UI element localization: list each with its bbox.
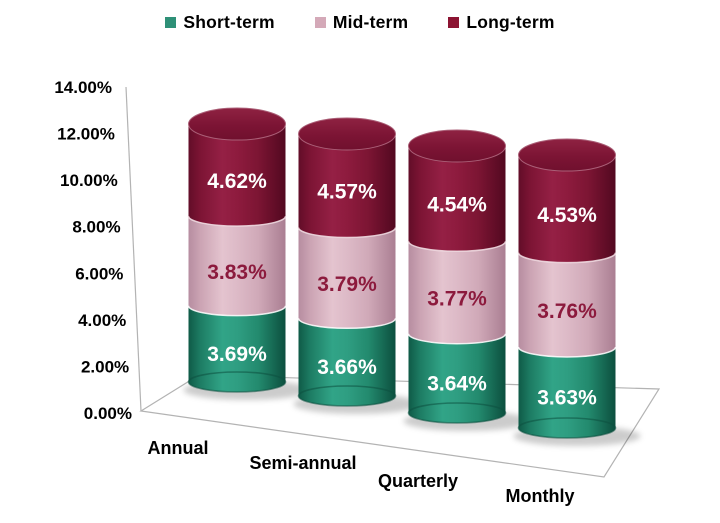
bar-segment-semi-annual-long-term[interactable] [298,134,396,238]
legend-item-short-term[interactable]: Short-term [165,11,275,33]
bar-bottom-rim [187,371,287,393]
bar-segment-semi-annual-mid-term[interactable] [298,227,396,329]
bar-bottom-rim [407,402,507,424]
y-tick-label: 4.00% [78,311,126,330]
bar-segment-quarterly-long-term[interactable] [408,145,506,252]
bar-segment-quarterly-short-term[interactable] [408,333,506,423]
y-tick-label: 10.00% [60,171,118,190]
data-label-annual-short-term: 3.69% [207,343,267,366]
segment-boundary-highlight [407,241,507,253]
segment-boundary-highlight [187,305,287,317]
bar-bottom-rim [517,417,617,439]
bar-semi-annual [293,117,421,414]
legend-item-long-term[interactable]: Long-term [448,12,554,33]
y-axis-line [125,86,142,412]
segment-boundary-highlight [297,318,397,330]
data-label-quarterly-short-term: 3.64% [427,372,487,395]
data-label-monthly-mid-term: 3.76% [537,300,597,323]
segment-boundary-highlight [407,333,507,345]
data-label-semi-annual-mid-term: 3.79% [317,273,377,296]
legend-swatch-long-term [448,16,460,28]
y-tick-label: 8.00% [72,218,120,237]
legend-swatch-short-term [165,16,177,28]
category-label-monthly: Monthly [506,486,575,506]
bar-cap-monthly[interactable] [518,138,616,172]
segment-boundary-highlight [297,227,397,239]
category-label-semi-annual: Semi-annual [249,453,356,473]
data-label-monthly-long-term: 4.53% [537,204,597,227]
y-tick-label: 2.00% [81,357,129,376]
legend-label: Short-term [183,11,275,32]
bar-cap-annual[interactable] [188,107,286,141]
data-label-semi-annual-short-term: 3.66% [317,356,377,379]
bar-segment-semi-annual-short-term[interactable] [298,318,396,407]
bar-bottom-rim [297,385,397,407]
bar-segment-quarterly-mid-term[interactable] [408,241,506,344]
bar-quarterly [403,129,531,431]
y-tick-label: 0.00% [84,404,132,423]
bar-cap-semi-annual[interactable] [298,117,396,151]
segment-boundary-highlight [517,252,617,264]
bar-monthly [513,138,641,446]
data-label-monthly-short-term: 3.63% [537,386,597,409]
legend-swatch-mid-term [314,16,326,28]
data-label-annual-long-term: 4.62% [207,170,267,193]
legend-item-mid-term[interactable]: Mid-term [314,11,409,33]
category-label-quarterly: Quarterly [378,471,458,491]
bar-segment-monthly-short-term[interactable] [518,346,616,438]
segment-boundary-highlight [517,346,617,358]
bar-segment-annual-short-term[interactable] [188,305,286,392]
data-label-quarterly-mid-term: 3.77% [427,288,487,311]
data-label-annual-mid-term: 3.83% [207,261,267,284]
segment-boundary-highlight [187,215,287,227]
bar-segment-monthly-mid-term[interactable] [518,252,616,357]
bar-cap-quarterly[interactable] [408,129,506,163]
y-tick-label: 14.00% [54,78,112,97]
y-tick-label: 6.00% [75,264,123,283]
chart-legend: Short-term Mid-term Long-term [0,8,720,36]
bar-segment-monthly-long-term[interactable] [518,155,616,263]
bar-segment-annual-long-term[interactable] [188,124,286,227]
data-label-quarterly-long-term: 4.54% [427,194,487,217]
category-label-annual: Annual [148,438,209,458]
bar-annual [183,107,311,400]
bar-segment-annual-mid-term[interactable] [188,216,286,316]
legend-label: Mid-term [332,11,409,32]
legend-label: Long-term [466,11,555,32]
y-tick-label: 12.00% [57,125,115,144]
data-label-semi-annual-long-term: 4.57% [317,181,377,204]
